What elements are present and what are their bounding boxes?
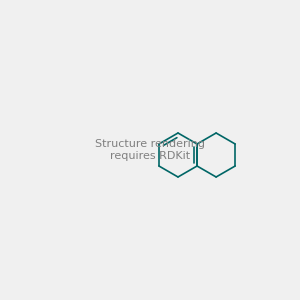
Text: Structure rendering
requires RDKit: Structure rendering requires RDKit — [95, 139, 205, 161]
